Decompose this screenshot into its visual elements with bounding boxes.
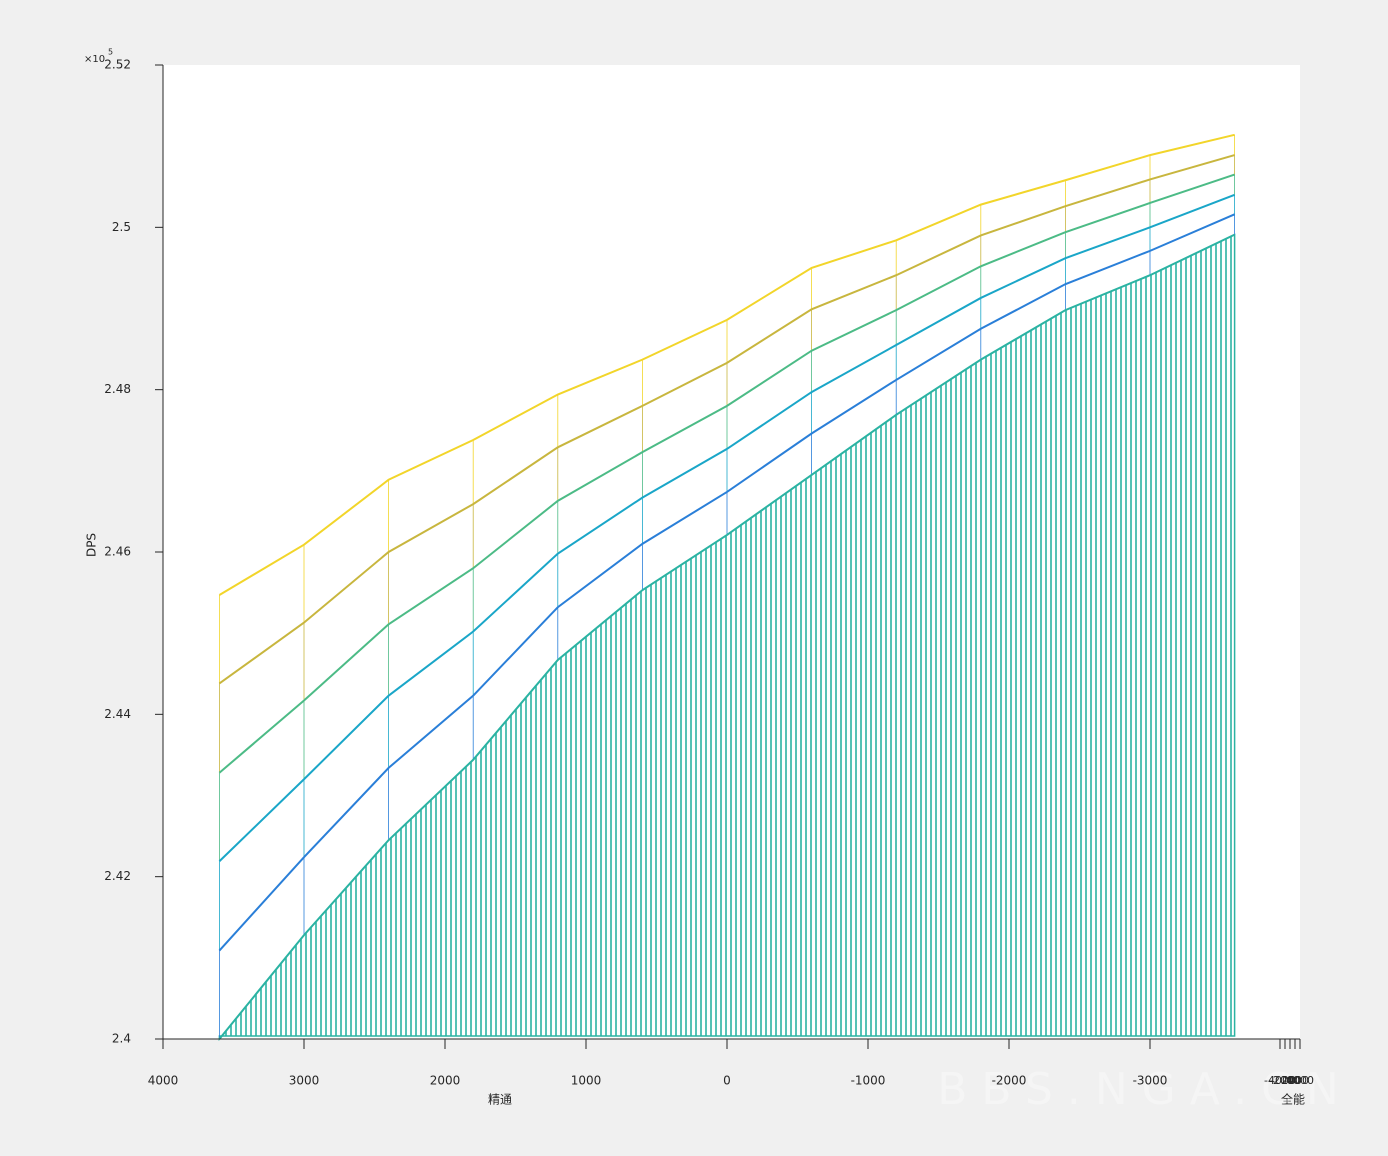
z-axis-label: 全能 xyxy=(1281,1092,1305,1107)
z-tick-label: -2000 xyxy=(1269,1074,1301,1087)
y-axis-label: DPS xyxy=(85,533,99,557)
marks xyxy=(218,133,1236,1042)
y-multiplier-exponent: 5 xyxy=(108,48,113,57)
x-tick-label: 0 xyxy=(723,1074,731,1088)
z-tick-label: 0 xyxy=(1287,1074,1294,1087)
y-tick-label: 2.46 xyxy=(104,545,131,559)
series-line xyxy=(218,193,1235,862)
series-line xyxy=(218,173,1235,774)
x-tick-label: -1000 xyxy=(851,1074,886,1088)
y-tick-label: 2.42 xyxy=(104,869,131,883)
series-line xyxy=(218,154,1235,685)
series-line xyxy=(218,233,1236,1040)
x-tick-label: 1000 xyxy=(571,1074,602,1088)
z-tick-label: 2000 xyxy=(1281,1074,1309,1087)
y-tick-label: 2.5 xyxy=(112,220,131,234)
x-axis-label: 精通 xyxy=(488,1093,512,1107)
y-tick-label: 2.48 xyxy=(104,382,131,396)
y-multiplier: ×10 xyxy=(84,54,105,65)
x-tick-label: 3000 xyxy=(289,1074,320,1088)
x-tick-label: 4000 xyxy=(148,1074,179,1088)
series-line xyxy=(218,213,1235,952)
y-tick-label: 2.4 xyxy=(112,1032,131,1046)
y-tick-label: 2.44 xyxy=(104,707,131,721)
x-tick-label: -3000 xyxy=(1133,1074,1168,1088)
y-tick-label: 2.52 xyxy=(104,58,131,72)
watermark: BBS.NGA.CN xyxy=(937,1064,1352,1115)
z-tick-label: -4000 xyxy=(1264,1074,1296,1087)
x-tick-label: -2000 xyxy=(992,1074,1027,1088)
series-line xyxy=(218,133,1235,596)
x-tick-label: 2000 xyxy=(430,1074,461,1088)
z-tick-label: 4000 xyxy=(1286,1074,1314,1087)
